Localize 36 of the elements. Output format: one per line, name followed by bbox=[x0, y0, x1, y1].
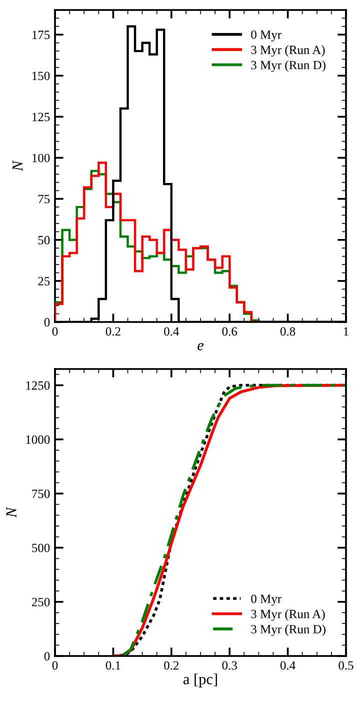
y-tick-label: 0 bbox=[44, 652, 50, 660]
y-tick-label: 500 bbox=[32, 544, 50, 552]
x-tick-label: 0.1 bbox=[106, 661, 120, 670]
y-tick-label: 150 bbox=[32, 72, 50, 80]
y-tick-label: 50 bbox=[38, 236, 50, 244]
x-tick-label: 1 bbox=[344, 327, 348, 336]
y-axis-title: N bbox=[12, 160, 23, 172]
legend-label: 3 Myr (Run D) bbox=[251, 60, 326, 72]
x-tick-label: 0.3 bbox=[222, 661, 237, 670]
x-axis-title: a [pc] bbox=[183, 674, 217, 688]
y-tick-label: 250 bbox=[32, 598, 50, 606]
y-tick-label: 125 bbox=[32, 112, 50, 122]
x-tick-label: 0.8 bbox=[280, 327, 296, 336]
legend-label: 0 Myr bbox=[251, 594, 282, 606]
x-tick-label: 0.2 bbox=[106, 327, 120, 336]
x-tick-label: 0.6 bbox=[222, 327, 238, 336]
legend-label: 3 Myr (Run A) bbox=[251, 609, 325, 621]
legend-label: 3 Myr (Run A) bbox=[251, 45, 325, 57]
y-tick-label: 0 bbox=[44, 318, 50, 326]
y-tick-label: 1000 bbox=[26, 435, 50, 444]
y-tick-label: 100 bbox=[32, 154, 50, 162]
x-tick-label: 0.4 bbox=[164, 327, 180, 336]
x-axis-title: e bbox=[198, 342, 204, 350]
y-axis-title: N bbox=[6, 506, 16, 518]
x-tick-label: 0 bbox=[52, 661, 58, 670]
y-tick-label: 175 bbox=[32, 30, 50, 40]
y-tick-label: 750 bbox=[32, 490, 50, 498]
legend-label: 0 Myr bbox=[251, 30, 282, 42]
x-tick-label: 0.2 bbox=[164, 661, 179, 670]
y-tick-label: 1250 bbox=[26, 381, 50, 390]
legend-label: 3 Myr (Run D) bbox=[251, 624, 326, 636]
x-tick-label: 0.5 bbox=[338, 661, 354, 670]
x-tick-label: 0.4 bbox=[280, 661, 296, 670]
x-tick-label: 0 bbox=[52, 327, 58, 336]
y-tick-label: 25 bbox=[38, 277, 50, 286]
y-tick-label: 75 bbox=[38, 194, 50, 204]
